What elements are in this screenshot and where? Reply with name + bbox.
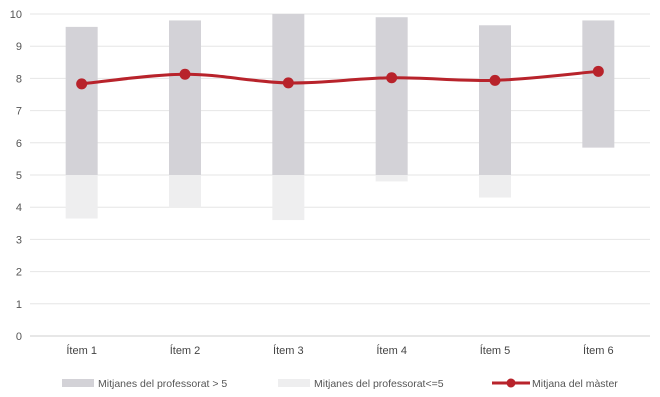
legend-item: Mitjanes del professorat > 5: [62, 378, 227, 390]
range-bar: [375, 175, 408, 182]
legend-swatch: [62, 379, 94, 387]
y-tick-label: 10: [10, 9, 22, 21]
x-tick-label: Ítem 5: [480, 344, 511, 357]
y-tick-label: 3: [16, 234, 22, 246]
range-bar: [479, 25, 511, 175]
data-point: [76, 78, 88, 90]
range-bar: [169, 175, 201, 208]
y-tick-label: 8: [16, 73, 22, 85]
legend-item: Mitjanes del professorat<=5: [278, 378, 444, 390]
legend-item: Mitjana del màster: [492, 378, 618, 390]
y-tick-label: 1: [16, 299, 22, 311]
data-point: [282, 77, 294, 89]
range-bar: [272, 175, 305, 221]
range-bar: [375, 17, 408, 175]
bars: [65, 14, 615, 221]
line-series: [76, 65, 604, 90]
x-tick-label: Ítem 1: [66, 344, 97, 357]
x-tick-label: Ítem 6: [583, 344, 614, 357]
data-point: [386, 72, 398, 84]
y-tick-label: 2: [16, 267, 22, 279]
data-point: [489, 74, 501, 86]
data-point: [592, 65, 604, 77]
legend-label: Mitjanes del professorat > 5: [98, 378, 227, 390]
range-bar: [479, 175, 511, 198]
range-bar: [582, 20, 615, 148]
data-point: [179, 68, 191, 80]
y-tick-label: 4: [16, 202, 22, 214]
y-tick-label: 5: [16, 170, 22, 182]
legend-swatch-marker: [506, 378, 516, 388]
x-tick-label: Ítem 3: [273, 344, 304, 357]
y-tick-label: 7: [16, 106, 22, 118]
range-bar: [169, 20, 201, 175]
grid: [30, 13, 650, 337]
y-axis-ticks: 0 1 2 3 4 5 6 7 8 9 10: [10, 9, 22, 343]
range-bar: [65, 175, 98, 219]
y-tick-label: 0: [16, 331, 22, 343]
legend-label: Mitjana del màster: [532, 378, 618, 390]
range-bar: [65, 26, 98, 175]
legend-swatch: [278, 379, 310, 387]
legend-label: Mitjanes del professorat<=5: [314, 378, 444, 390]
series-line: [81, 69, 599, 86]
x-axis-ticks: Ítem 1 Ítem 2 Ítem 3 Ítem 4 Ítem 5 Ítem 6: [66, 344, 613, 357]
y-tick-label: 9: [16, 41, 22, 53]
range-bar: [272, 14, 305, 175]
x-tick-label: Ítem 2: [170, 344, 201, 357]
y-tick-label: 6: [16, 138, 22, 150]
legend: Mitjanes del professorat > 5 Mitjanes del…: [62, 378, 618, 390]
x-tick-label: Ítem 4: [376, 344, 407, 357]
